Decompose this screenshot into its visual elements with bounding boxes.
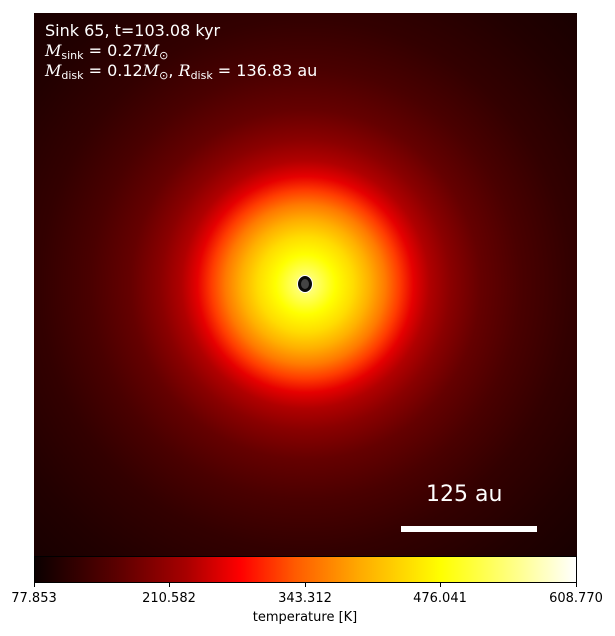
colorbar [34, 556, 577, 583]
colorbar-tick [169, 583, 170, 587]
colorbar-label: temperature [K] [252, 610, 358, 625]
m-disk-unit-symbol: M [142, 61, 160, 80]
r-disk-symbol: R [178, 61, 191, 80]
colorbar-tick-label: 210.582 [142, 591, 196, 606]
m-sink-value: = 0.27 [83, 41, 143, 60]
sink-marker [298, 276, 312, 292]
colorbar-tick-label: 476.041 [413, 591, 467, 606]
m-sink-sub: sink [61, 49, 84, 62]
scale-bar-label: 125 au [426, 482, 503, 507]
m-disk-symbol: M [45, 61, 62, 80]
info-sink-mass: Msink = 0.27M⊙ [45, 41, 168, 65]
colorbar-tick-label: 343.312 [278, 591, 332, 606]
m-sink-symbol: M [45, 41, 62, 60]
r-disk-sub: disk [190, 69, 213, 82]
info-disk: Mdisk = 0.12M⊙, Rdisk = 136.83 au [45, 61, 317, 85]
colorbar-tick [440, 583, 441, 587]
colorbar-tick-label: 608.770 [549, 591, 603, 606]
info-separator: , [168, 61, 179, 80]
r-disk-value: = 136.83 au [212, 61, 318, 80]
temperature-map: Sink 65, t=103.08 kyr Msink = 0.27M⊙ Mdi… [34, 13, 577, 556]
colorbar-tick [34, 583, 35, 587]
m-disk-sub: disk [61, 69, 84, 82]
colorbar-tick [305, 583, 306, 587]
m-disk-unit-sub: ⊙ [159, 69, 169, 82]
scale-bar [401, 526, 537, 532]
m-unit-sub: ⊙ [159, 49, 169, 62]
info-sink-time: Sink 65, t=103.08 kyr [45, 21, 221, 40]
m-disk-value: = 0.12 [83, 61, 143, 80]
m-unit-symbol: M [142, 41, 160, 60]
colorbar-tick-label: 77.853 [11, 591, 57, 606]
colorbar-tick [576, 583, 577, 587]
